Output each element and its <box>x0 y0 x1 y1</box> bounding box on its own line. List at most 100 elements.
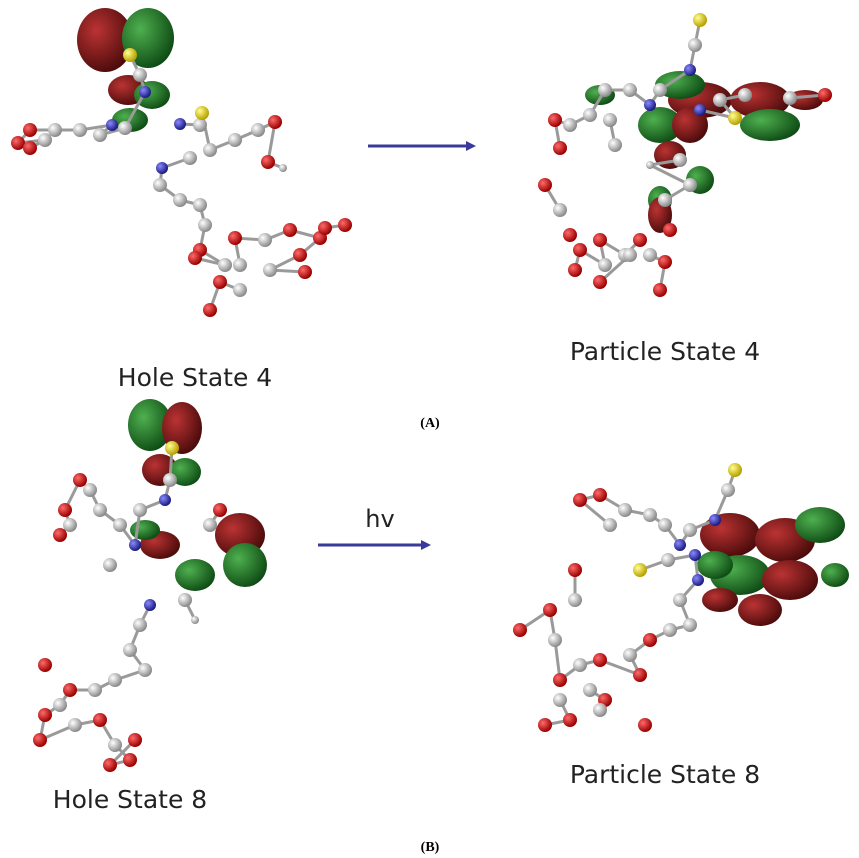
atom <box>593 653 607 667</box>
atom <box>293 248 307 262</box>
orbital-lobe <box>130 520 160 540</box>
atom <box>193 118 207 132</box>
atom <box>191 616 199 624</box>
atom <box>583 683 597 697</box>
atom <box>233 258 247 272</box>
atom <box>193 198 207 212</box>
atom <box>618 503 632 517</box>
atom <box>728 463 742 477</box>
atom <box>228 133 242 147</box>
atom <box>263 263 277 277</box>
atom <box>653 283 667 297</box>
atom <box>203 303 217 317</box>
caption: Particle State 8 <box>570 760 760 789</box>
atom <box>673 153 687 167</box>
atom <box>178 593 192 607</box>
atom <box>553 141 567 155</box>
atom <box>133 68 147 82</box>
arrow-head <box>421 540 431 550</box>
atom <box>593 488 607 502</box>
atom <box>103 558 117 572</box>
atom <box>58 503 72 517</box>
atom <box>159 494 171 506</box>
atom <box>683 178 697 192</box>
atom <box>728 111 742 125</box>
atom <box>644 99 656 111</box>
orbital-lobe <box>821 563 849 587</box>
atom <box>338 218 352 232</box>
atom <box>548 113 562 127</box>
atom <box>593 233 607 247</box>
atom <box>694 104 706 116</box>
atom <box>563 228 577 242</box>
figure: Hole State 4 Particle State 4 (A) hv Hol… <box>0 0 859 858</box>
atom <box>83 483 97 497</box>
atom <box>693 13 707 27</box>
atom <box>93 128 107 142</box>
atom <box>106 119 118 131</box>
atom <box>738 88 752 102</box>
atom <box>123 753 137 767</box>
atom <box>129 539 141 551</box>
atom <box>598 258 612 272</box>
arrow-head <box>466 141 476 151</box>
atom <box>163 473 177 487</box>
orbital-lobe <box>697 551 733 579</box>
atom <box>633 563 647 577</box>
atom <box>538 718 552 732</box>
atom <box>73 473 87 487</box>
orbital-lobe <box>762 560 818 600</box>
atom <box>513 623 527 637</box>
atom <box>573 658 587 672</box>
atom <box>548 633 562 647</box>
atom <box>23 141 37 155</box>
atom <box>153 178 167 192</box>
atom <box>663 623 677 637</box>
atom <box>93 713 107 727</box>
atom <box>53 698 67 712</box>
atom <box>674 539 686 551</box>
caption: Hole State 8 <box>53 785 207 814</box>
atom <box>684 64 696 76</box>
atom <box>68 718 82 732</box>
atom <box>38 133 52 147</box>
orbital-lobe <box>175 559 215 591</box>
atom <box>48 123 62 137</box>
atom <box>623 83 637 97</box>
atom <box>603 518 617 532</box>
atom <box>538 178 552 192</box>
atom <box>108 673 122 687</box>
atom <box>689 549 701 561</box>
atom <box>63 683 77 697</box>
atom <box>108 738 122 752</box>
atom <box>118 121 132 135</box>
atom <box>683 618 697 632</box>
atom <box>128 733 142 747</box>
orbital-lobe <box>740 109 800 141</box>
atom <box>553 693 567 707</box>
atom <box>139 86 151 98</box>
atom <box>33 733 47 747</box>
atom <box>658 518 672 532</box>
atom <box>203 518 217 532</box>
atom <box>573 493 587 507</box>
atom <box>113 518 127 532</box>
atom <box>573 243 587 257</box>
atom <box>228 231 242 245</box>
atom <box>38 658 52 672</box>
atom <box>658 255 672 269</box>
atom <box>279 164 287 172</box>
atom <box>213 503 227 517</box>
atom <box>183 151 197 165</box>
atom <box>658 193 672 207</box>
atom <box>251 123 265 137</box>
atom <box>673 593 687 607</box>
atom <box>156 162 168 174</box>
atom <box>646 161 654 169</box>
orbital-lobe <box>700 513 760 557</box>
atom <box>683 523 697 537</box>
atom <box>318 221 332 235</box>
atom <box>218 258 232 272</box>
atom <box>165 441 179 455</box>
atom <box>643 508 657 522</box>
